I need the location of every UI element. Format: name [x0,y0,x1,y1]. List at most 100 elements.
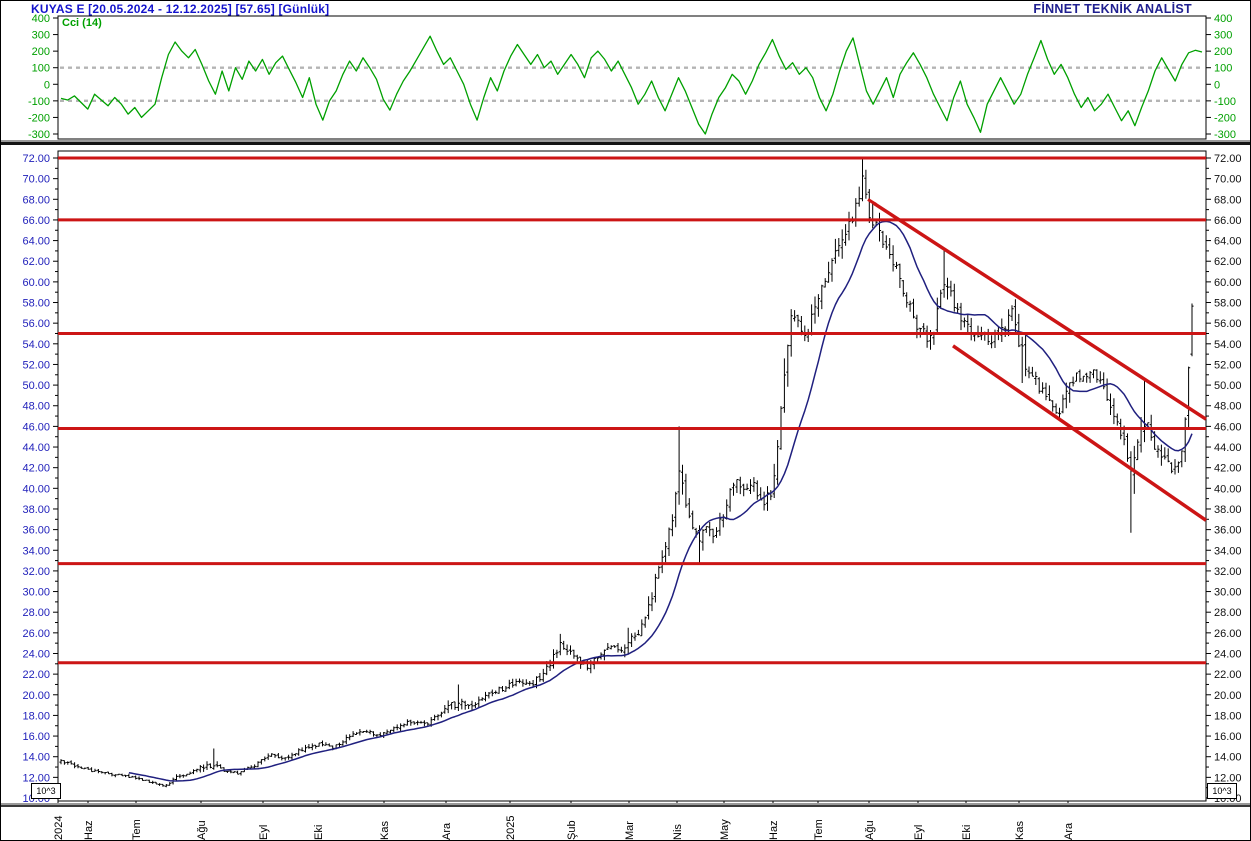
svg-text:18.00: 18.00 [22,710,50,722]
svg-text:Nis: Nis [672,824,684,840]
svg-text:400: 400 [1214,13,1232,25]
svg-text:12.00: 12.00 [22,772,50,784]
svg-text:Eki: Eki [313,825,325,840]
svg-text:May: May [719,819,731,840]
svg-text:14.00: 14.00 [1214,752,1242,764]
svg-text:48.00: 48.00 [1214,401,1242,413]
svg-text:Ara: Ara [1063,822,1075,840]
svg-text:2024: 2024 [53,816,65,840]
svg-text:100: 100 [32,63,50,75]
svg-text:30.00: 30.00 [22,587,50,599]
svg-text:44.00: 44.00 [1214,442,1242,454]
svg-text:66.00: 66.00 [22,215,50,227]
svg-text:26.00: 26.00 [1214,628,1242,640]
svg-text:44.00: 44.00 [22,442,50,454]
svg-text:42.00: 42.00 [22,463,50,475]
svg-text:62.00: 62.00 [1214,256,1242,268]
svg-text:64.00: 64.00 [22,236,50,248]
svg-text:-200: -200 [1214,112,1236,124]
svg-text:Şub: Şub [566,820,578,840]
svg-text:22.00: 22.00 [22,669,50,681]
svg-text:70.00: 70.00 [22,174,50,186]
svg-text:16.00: 16.00 [22,731,50,743]
svg-text:46.00: 46.00 [22,421,50,433]
svg-text:-100: -100 [28,96,50,108]
svg-text:-300: -300 [1214,129,1236,141]
svg-text:0: 0 [1214,79,1220,91]
svg-text:Eyl: Eyl [258,825,270,840]
svg-text:68.00: 68.00 [22,194,50,206]
cci-indicator-label: Cci (14) [62,17,102,29]
panel-separator [1,140,1250,145]
svg-text:72.00: 72.00 [1214,153,1242,165]
svg-text:58.00: 58.00 [1214,298,1242,310]
svg-text:0: 0 [44,79,50,91]
svg-text:18.00: 18.00 [1214,710,1242,722]
svg-text:200: 200 [32,46,50,58]
svg-text:12.00: 12.00 [1214,772,1242,784]
svg-text:42.00: 42.00 [1214,463,1242,475]
svg-text:16.00: 16.00 [1214,731,1242,743]
svg-text:32.00: 32.00 [22,566,50,578]
svg-text:Haz: Haz [768,820,780,840]
svg-text:72.00: 72.00 [22,153,50,165]
svg-text:28.00: 28.00 [1214,607,1242,619]
svg-text:70.00: 70.00 [1214,174,1242,186]
svg-text:Ağu: Ağu [864,820,876,840]
svg-text:300: 300 [32,30,50,42]
svg-text:Ağu: Ağu [196,820,208,840]
svg-text:36.00: 36.00 [22,525,50,537]
svg-text:Kas: Kas [379,821,391,840]
svg-text:48.00: 48.00 [22,401,50,413]
svg-text:28.00: 28.00 [22,607,50,619]
svg-text:-300: -300 [28,129,50,141]
svg-text:46.00: 46.00 [1214,421,1242,433]
svg-text:60.00: 60.00 [22,277,50,289]
svg-text:50.00: 50.00 [22,380,50,392]
svg-text:38.00: 38.00 [22,504,50,516]
svg-text:64.00: 64.00 [1214,236,1242,248]
svg-text:38.00: 38.00 [1214,504,1242,516]
svg-text:24.00: 24.00 [1214,648,1242,660]
svg-text:20.00: 20.00 [1214,690,1242,702]
svg-text:60.00: 60.00 [1214,277,1242,289]
svg-text:24.00: 24.00 [22,648,50,660]
svg-text:62.00: 62.00 [22,256,50,268]
svg-text:20.00: 20.00 [22,690,50,702]
svg-text:36.00: 36.00 [1214,525,1242,537]
svg-text:54.00: 54.00 [1214,339,1242,351]
svg-text:50.00: 50.00 [1214,380,1242,392]
svg-text:Mar: Mar [624,821,636,840]
svg-text:40.00: 40.00 [1214,483,1242,495]
bottom-axis-separator [1,803,1250,807]
svg-text:66.00: 66.00 [1214,215,1242,227]
svg-text:Tem: Tem [813,819,825,840]
svg-text:52.00: 52.00 [22,359,50,371]
svg-text:22.00: 22.00 [1214,669,1242,681]
chart-title: KUYAS E [20.05.2024 - 12.12.2025] [57.65… [31,2,330,16]
unit-label-left: 10^3 [31,783,61,799]
svg-text:Eyl: Eyl [913,825,925,840]
svg-text:14.00: 14.00 [22,752,50,764]
svg-text:68.00: 68.00 [1214,194,1242,206]
svg-text:300: 300 [1214,30,1232,42]
svg-text:34.00: 34.00 [22,545,50,557]
svg-text:40.00: 40.00 [22,483,50,495]
svg-text:-100: -100 [1214,96,1236,108]
svg-text:32.00: 32.00 [1214,566,1242,578]
svg-text:Eki: Eki [961,825,973,840]
svg-text:56.00: 56.00 [22,318,50,330]
svg-text:100: 100 [1214,63,1232,75]
brand-label: FİNNET TEKNİK ANALİST [1033,2,1192,16]
svg-text:52.00: 52.00 [1214,359,1242,371]
svg-text:34.00: 34.00 [1214,545,1242,557]
svg-text:2025: 2025 [505,816,517,840]
svg-text:Haz: Haz [83,820,95,840]
svg-text:200: 200 [1214,46,1232,58]
svg-text:30.00: 30.00 [1214,587,1242,599]
svg-text:Ara: Ara [441,822,453,840]
svg-text:58.00: 58.00 [22,298,50,310]
svg-text:56.00: 56.00 [1214,318,1242,330]
